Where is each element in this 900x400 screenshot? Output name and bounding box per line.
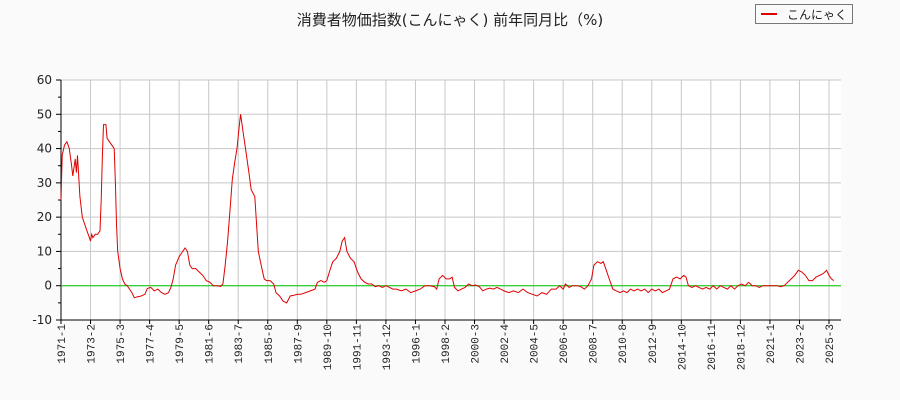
- x-tick-label: 2010-8: [618, 324, 630, 364]
- x-tick-label: 2002-4: [500, 324, 512, 364]
- x-tick-label: 2012-9: [648, 324, 660, 364]
- x-tick-label: 2016-11: [707, 324, 719, 371]
- x-tick-label: 2023-2: [795, 324, 807, 364]
- chart-title: 消費者物価指数(こんにゃく) 前年同月比（%): [296, 11, 604, 29]
- x-tick-label: 1977-4: [146, 324, 158, 364]
- x-tick-label: 1993-12: [382, 324, 394, 370]
- x-tick-label: 2014-10: [677, 324, 689, 370]
- x-tick-label: 1985-8: [264, 324, 276, 364]
- x-tick-label: 2018-12: [736, 324, 748, 370]
- x-tick-label: 2008-7: [589, 324, 601, 364]
- y-tick-label: 20: [37, 210, 52, 224]
- x-tick-label: 2025-3: [825, 324, 837, 364]
- x-tick-label: 1979-5: [175, 324, 187, 364]
- x-tick-label: 1996-1: [411, 324, 423, 364]
- x-tick-label: 2021-1: [766, 324, 778, 364]
- x-tick-label: 1973-2: [87, 324, 99, 364]
- y-axis: -10 0 10 20 30 40 50 60: [32, 73, 62, 327]
- plot-area: [61, 80, 841, 320]
- legend-label: こんにゃく: [787, 7, 848, 22]
- y-tick-label: 10: [37, 244, 52, 258]
- x-tick-label: 1989-10: [323, 324, 335, 370]
- x-tick-label: 1971-1: [57, 324, 69, 364]
- grid-lines: [61, 79, 841, 321]
- y-tick-label: 0: [44, 279, 52, 293]
- x-tick-label: 1975-3: [116, 324, 128, 364]
- x-axis: 1971-1 1973-2 1975-3 1977-4 1979-5 1981-6 1983…: [57, 319, 841, 371]
- x-tick-label: 1987-9: [293, 324, 305, 364]
- y-tick-label: 40: [37, 142, 52, 156]
- x-tick-label: 1998-2: [441, 324, 453, 364]
- y-tick-label: 60: [37, 73, 52, 87]
- x-tick-label: 2006-6: [559, 324, 571, 364]
- y-tick-label: 30: [37, 176, 52, 190]
- legend: こんにゃく: [755, 4, 853, 24]
- series-line-konnyaku: [60, 114, 834, 304]
- x-tick-label: 2000-3: [471, 324, 483, 364]
- x-tick-label: 2004-5: [530, 324, 542, 364]
- y-tick-label: 50: [37, 107, 52, 121]
- legend-line-icon: [761, 13, 777, 15]
- x-tick-label: 1981-6: [205, 324, 217, 364]
- x-tick-label: 1991-11: [352, 324, 364, 371]
- x-tick-label: 1983-7: [234, 324, 246, 364]
- y-tick-label: -10: [32, 313, 52, 327]
